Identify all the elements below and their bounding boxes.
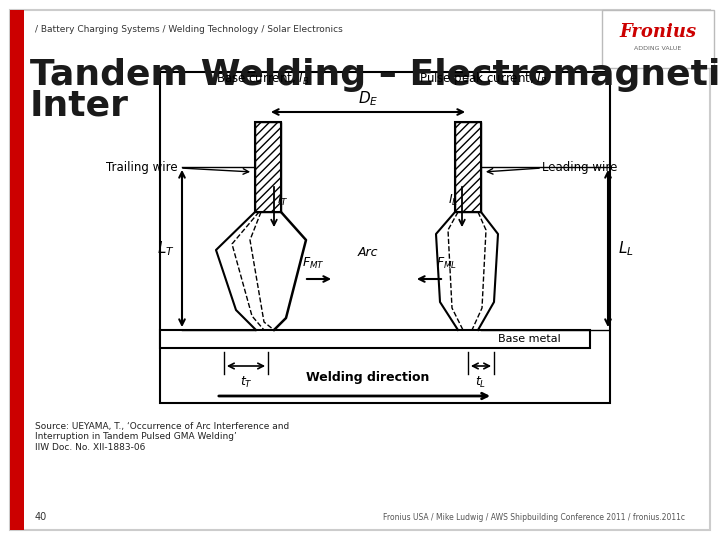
Text: $F_{MT}$: $F_{MT}$ xyxy=(302,256,325,271)
Text: 40: 40 xyxy=(35,512,48,522)
Text: $L_L$: $L_L$ xyxy=(618,239,634,258)
Text: Trailing wire: Trailing wire xyxy=(107,161,178,174)
Text: Base current, $I_B$: Base current, $I_B$ xyxy=(216,72,310,87)
Bar xyxy=(455,122,481,212)
Text: $I_L$: $I_L$ xyxy=(448,192,458,207)
Text: Tandem Welding – Electromagnetic: Tandem Welding – Electromagnetic xyxy=(30,58,720,92)
Text: Fronius: Fronius xyxy=(619,23,696,41)
Text: $F_{ML}$: $F_{ML}$ xyxy=(436,256,457,271)
Text: ADDING VALUE: ADDING VALUE xyxy=(634,45,682,51)
Text: Source: UEYAMA, T., ‘Occurrence of Arc Interference and
Interruption in Tandem P: Source: UEYAMA, T., ‘Occurrence of Arc I… xyxy=(35,422,289,452)
Text: $L_T$: $L_T$ xyxy=(157,239,175,258)
Bar xyxy=(602,10,714,68)
Text: Inter: Inter xyxy=(30,88,129,122)
Text: Base metal: Base metal xyxy=(498,334,561,344)
Bar xyxy=(10,10,24,530)
Text: $I_T$: $I_T$ xyxy=(277,192,289,207)
Bar xyxy=(255,122,281,212)
Text: / Battery Charging Systems / Welding Technology / Solar Electronics: / Battery Charging Systems / Welding Tec… xyxy=(35,25,343,35)
Text: Leading wire: Leading wire xyxy=(542,161,617,174)
Text: Fronius USA / Mike Ludwig / AWS Shipbuilding Conference 2011 / fronius.2011c: Fronius USA / Mike Ludwig / AWS Shipbuil… xyxy=(383,512,685,522)
Bar xyxy=(160,72,610,403)
Text: $D_E$: $D_E$ xyxy=(358,89,378,108)
Text: Arc: Arc xyxy=(358,246,378,260)
Text: $t_L$: $t_L$ xyxy=(475,375,487,390)
Bar xyxy=(455,122,481,212)
Text: Pulse peak current, $I_P$: Pulse peak current, $I_P$ xyxy=(419,70,547,87)
Bar xyxy=(160,330,590,348)
Text: Welding direction: Welding direction xyxy=(306,371,430,384)
Bar xyxy=(255,122,281,212)
Text: $t_T$: $t_T$ xyxy=(240,375,253,390)
